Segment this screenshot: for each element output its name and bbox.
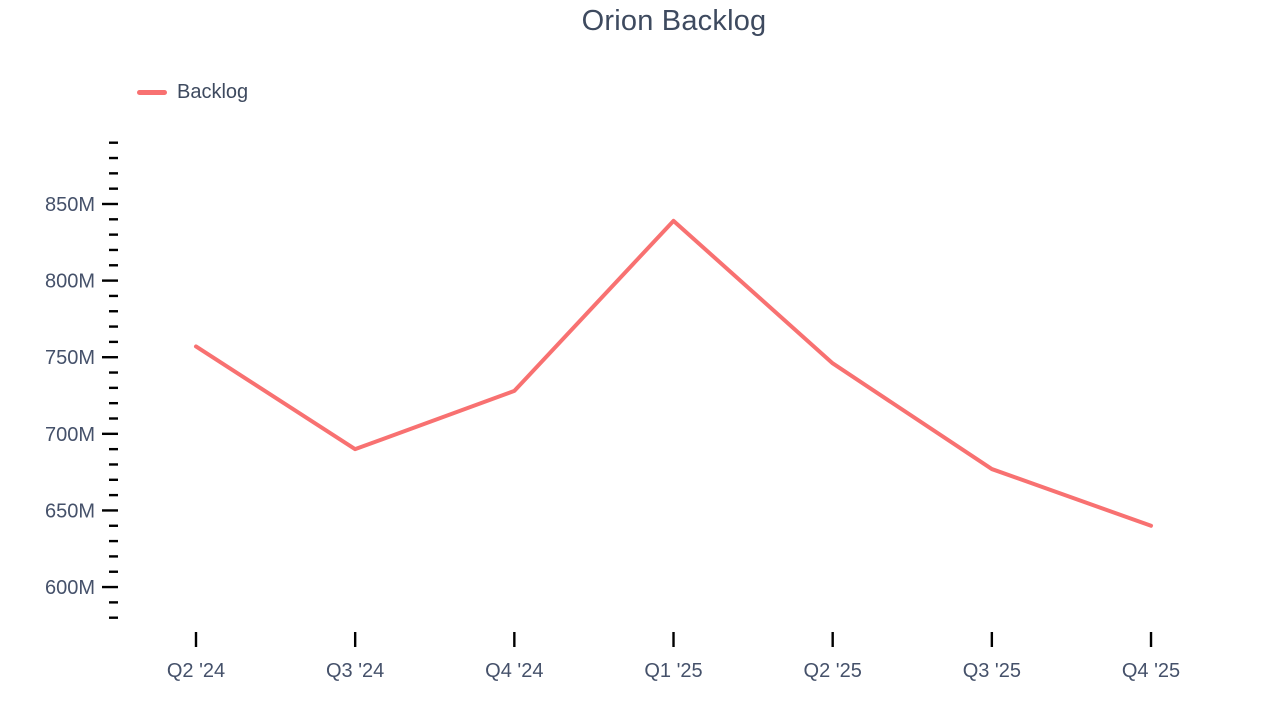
- y-axis-tick-label: 800M: [45, 271, 95, 293]
- y-axis-tick-label: 600M: [45, 577, 95, 599]
- series-line-backlog: [194, 218, 1154, 528]
- x-axis-tick-label: Q3 '25: [963, 660, 1021, 682]
- y-axis-tick-label: 650M: [45, 500, 95, 522]
- x-axis-tick-label: Q2 '24: [167, 660, 225, 682]
- x-axis-tick-label: Q1 '25: [644, 660, 702, 682]
- x-axis-tick-label: Q4 '24: [485, 660, 543, 682]
- x-axis-tick-label: Q3 '24: [326, 660, 384, 682]
- x-axis-tick-label: Q2 '25: [804, 660, 862, 682]
- legend-line-swatch: [137, 90, 167, 95]
- legend-label: Backlog: [177, 81, 249, 103]
- legend[interactable]: Backlog: [137, 81, 248, 104]
- y-axis-tick-label: 700M: [45, 424, 95, 446]
- y-axis-tick-label: 850M: [45, 194, 95, 216]
- y-axis-tick-label: 750M: [45, 347, 95, 369]
- chart-title: Orion Backlog: [581, 5, 767, 37]
- x-axis-tick-label: Q4 '25: [1122, 660, 1180, 682]
